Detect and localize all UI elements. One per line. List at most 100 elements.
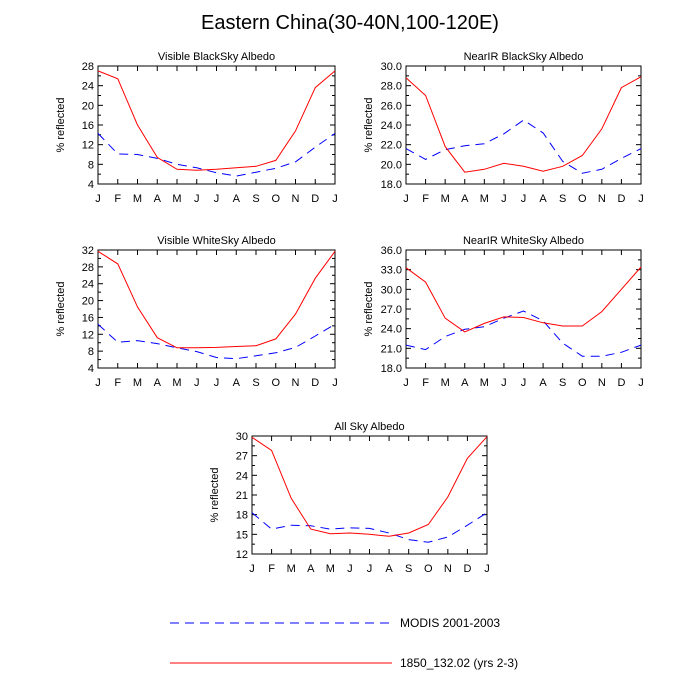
y-tick-label: 4	[88, 363, 94, 375]
y-tick-label: 18.0	[381, 363, 402, 375]
x-tick-label: F	[268, 563, 275, 575]
x-tick-label: M	[172, 377, 181, 389]
x-tick-label: S	[405, 563, 412, 575]
y-tick-label: 18	[236, 510, 248, 522]
chart-panel: All Sky Albedo % reflected 12 15 18 21 24 27 30 J…	[209, 421, 490, 575]
x-tick-label: J	[194, 193, 200, 205]
x-tick-label: O	[271, 377, 280, 389]
chart-title: Visible BlackSky Albedo	[158, 51, 275, 63]
x-tick-label: F	[422, 377, 429, 389]
x-tick-label: J	[521, 193, 527, 205]
x-tick-label: J	[194, 377, 200, 389]
x-tick-label: M	[326, 563, 335, 575]
y-tick-label: 24.0	[381, 324, 402, 336]
x-tick-label: F	[422, 193, 429, 205]
series-line-modis	[405, 119, 642, 174]
x-tick-label: M	[287, 563, 296, 575]
x-tick-label: M	[441, 193, 450, 205]
x-tick-label: J	[332, 377, 338, 389]
plot-frame	[251, 435, 488, 555]
series-line-modis	[405, 310, 642, 357]
x-tick-label: M	[172, 193, 181, 205]
x-tick-label: N	[292, 193, 300, 205]
x-tick-label: D	[617, 377, 625, 389]
x-tick-label: J	[347, 563, 353, 575]
y-tick-label: 27	[236, 451, 248, 463]
y-tick-label: 24.0	[381, 120, 402, 132]
y-axis-label: % reflected	[209, 467, 221, 522]
x-tick-label: S	[559, 193, 566, 205]
x-tick-label: S	[559, 377, 566, 389]
y-tick-label: 20	[82, 296, 94, 308]
y-tick-label: 33.0	[381, 265, 402, 277]
y-tick-label: 36.0	[381, 245, 402, 257]
chart-panel: NearIR BlackSky Albedo % reflected 18.0 20.…	[363, 51, 644, 205]
x-tick-label: A	[539, 377, 547, 389]
y-tick-label: 20.0	[381, 159, 402, 171]
y-tick-label: 4	[88, 179, 94, 191]
chart-title: NearIR BlackSky Albedo	[464, 51, 584, 63]
x-tick-label: M	[133, 193, 142, 205]
x-tick-label: J	[501, 377, 507, 389]
series-line-modis	[251, 512, 488, 543]
x-tick-label: O	[424, 563, 433, 575]
x-tick-label: J	[638, 193, 644, 205]
y-axis-label: % reflected	[363, 281, 375, 336]
x-tick-label: N	[444, 563, 452, 575]
x-tick-label: M	[441, 377, 450, 389]
series-line-model	[405, 266, 642, 333]
y-tick-label: 8	[88, 346, 94, 358]
x-tick-label: A	[461, 377, 469, 389]
y-tick-label: 18.0	[381, 179, 402, 191]
y-tick-label: 24	[82, 81, 94, 93]
x-tick-label: J	[484, 563, 490, 575]
x-tick-label: J	[214, 377, 220, 389]
x-tick-label: A	[307, 563, 315, 575]
y-tick-label: 28.0	[381, 81, 402, 93]
chart-title: Visible WhiteSky Albedo	[157, 235, 275, 247]
series-line-model	[251, 436, 488, 537]
y-tick-label: 12	[82, 329, 94, 341]
x-tick-label: N	[292, 377, 300, 389]
x-tick-label: A	[154, 377, 162, 389]
x-tick-label: D	[311, 193, 319, 205]
y-tick-label: 27.0	[381, 304, 402, 316]
x-tick-label: O	[578, 193, 587, 205]
x-tick-label: O	[271, 193, 280, 205]
y-tick-label: 12	[82, 140, 94, 152]
x-tick-label: S	[252, 193, 259, 205]
y-tick-label: 21	[236, 490, 248, 502]
x-tick-label: J	[638, 377, 644, 389]
x-tick-label: S	[252, 377, 259, 389]
plot-frame	[97, 249, 336, 369]
y-tick-label: 15	[236, 529, 248, 541]
series-line-model	[97, 250, 336, 349]
plot-frame	[97, 65, 336, 185]
y-axis-label: % reflected	[363, 97, 375, 152]
x-tick-label: A	[154, 193, 162, 205]
x-tick-label: J	[95, 193, 101, 205]
x-tick-label: M	[480, 193, 489, 205]
y-tick-label: 30.0	[381, 284, 402, 296]
y-tick-label: 30	[236, 431, 248, 443]
x-tick-label: J	[501, 193, 507, 205]
y-axis-label: % reflected	[55, 97, 67, 152]
x-tick-label: J	[403, 193, 409, 205]
x-tick-label: J	[332, 193, 338, 205]
y-tick-label: 22.0	[381, 140, 402, 152]
y-tick-label: 12	[236, 549, 248, 561]
y-tick-label: 16	[82, 120, 94, 132]
y-axis-label: % reflected	[55, 281, 67, 336]
x-tick-label: F	[114, 193, 121, 205]
y-tick-label: 24	[82, 279, 94, 291]
y-tick-label: 24	[236, 470, 248, 482]
plot-frame	[405, 249, 642, 369]
x-tick-label: D	[463, 563, 471, 575]
x-tick-label: M	[133, 377, 142, 389]
page-title: Eastern China(30-40N,100-120E)	[201, 12, 499, 34]
x-tick-label: N	[598, 193, 606, 205]
series-line-model	[97, 70, 336, 171]
chart-panel: NearIR WhiteSky Albedo % reflected 18.0 21.…	[363, 235, 644, 389]
y-tick-label: 26.0	[381, 100, 402, 112]
